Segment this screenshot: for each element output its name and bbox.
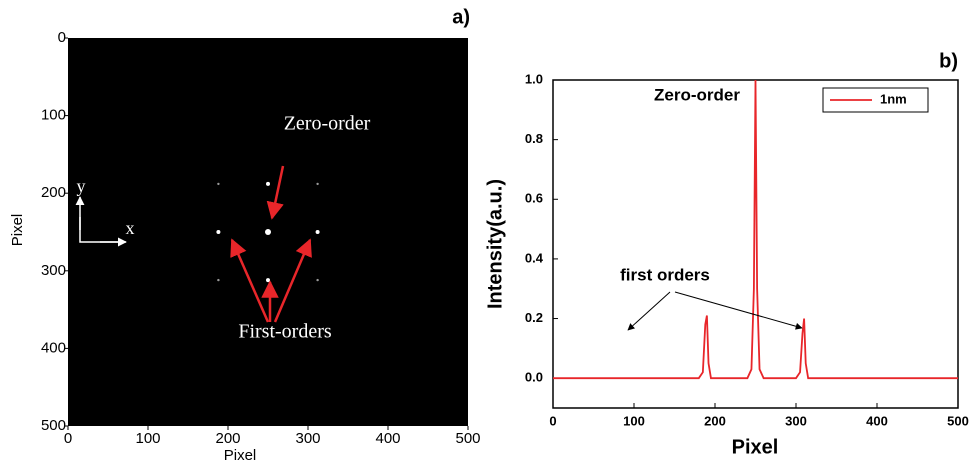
data-line: [553, 80, 958, 378]
x-tick-label: 200: [215, 430, 240, 447]
diffraction-spot: [266, 278, 270, 282]
y-tick-label: 100: [41, 107, 66, 124]
x-tick-label: 300: [295, 430, 320, 447]
diffraction-spot: [216, 230, 220, 234]
annotation: x: [126, 218, 135, 238]
figure: 0 100 200 300 400 500 0 100 200 300 400 500 Pixel Pix…: [0, 0, 972, 465]
x-tick-label: 300: [785, 413, 807, 428]
annotation-arrow: [675, 292, 802, 328]
x-axis-label: Pixel: [732, 436, 779, 458]
y-axis-label: Pixel: [9, 214, 26, 247]
x-axis-label: Pixel: [224, 447, 257, 464]
panel-label: b): [939, 50, 958, 72]
y-tick-label: 400: [41, 339, 66, 356]
annotation: Zero-order: [284, 113, 371, 135]
x-tick-label: 500: [947, 413, 969, 428]
x-tick-label: 400: [375, 430, 400, 447]
annotation: first orders: [620, 265, 710, 284]
x-tick-label: 100: [135, 430, 160, 447]
diffraction-spot: [316, 183, 318, 185]
y-tick-label: 500: [41, 417, 66, 434]
x-tick-label: 100: [623, 413, 645, 428]
y-tick-label: 0.2: [525, 310, 543, 325]
annotation: y: [77, 176, 86, 196]
diffraction-spot: [217, 183, 219, 185]
diffraction-spot: [266, 182, 270, 186]
y-tick-label: 1.0: [525, 71, 543, 86]
annotation: First-orders: [238, 321, 332, 343]
x-tick-label: 500: [455, 430, 480, 447]
y-tick-label: 0.0: [525, 370, 543, 385]
annotation-arrow: [628, 292, 670, 330]
diffraction-spot: [316, 230, 320, 234]
x-tick-label: 400: [866, 413, 888, 428]
diffraction-spot: [316, 279, 318, 281]
y-tick-label: 0.8: [525, 131, 543, 146]
x-tick-label: 0: [549, 413, 556, 428]
diffraction-spot: [265, 229, 271, 235]
legend-label: 1nm: [880, 91, 907, 106]
y-tick-label: 0.6: [525, 191, 543, 206]
annotation: Zero-order: [654, 85, 740, 104]
page: {"chart_data": [ {"type": "image", "pane…: [0, 0, 972, 465]
y-axis-label: Intensity(a.u.): [484, 179, 506, 309]
y-tick-label: 0.4: [525, 250, 544, 265]
panel-label: a): [452, 6, 470, 28]
diffraction-spot: [217, 279, 219, 281]
y-tick-label: 0: [58, 29, 66, 46]
x-tick-label: 200: [704, 413, 726, 428]
y-tick-label: 300: [41, 262, 66, 279]
y-tick-label: 200: [41, 184, 66, 201]
